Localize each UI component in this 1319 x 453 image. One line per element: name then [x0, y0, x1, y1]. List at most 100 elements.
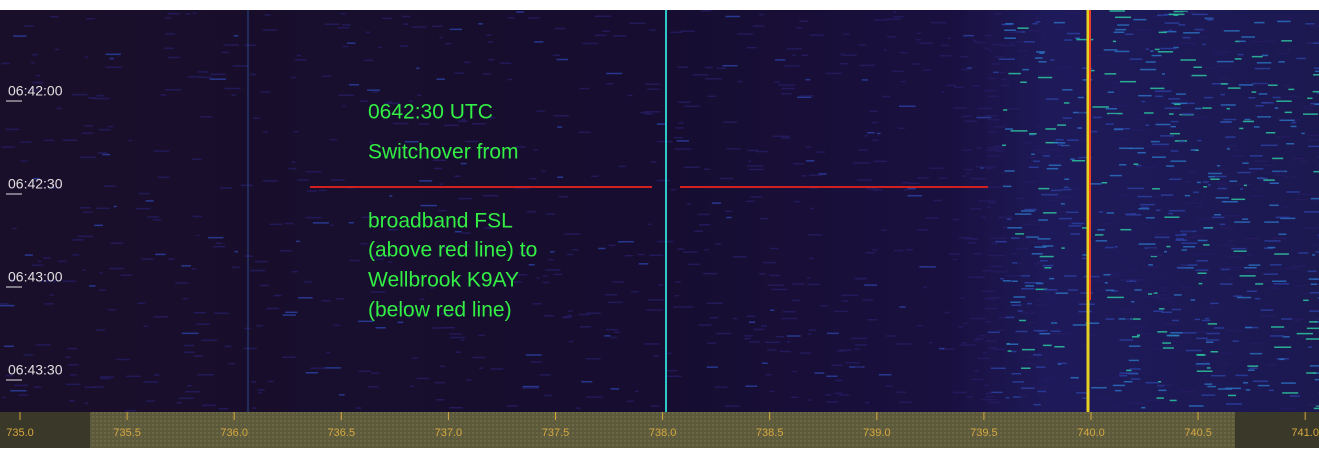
noise-streak — [874, 19, 888, 21]
noise-streak — [991, 237, 1007, 239]
noise-streak — [544, 395, 552, 397]
noise-streak — [1095, 234, 1103, 236]
noise-streak — [1136, 165, 1141, 167]
noise-streak — [960, 56, 968, 58]
noise-streak — [193, 13, 197, 15]
noise-streak — [1156, 298, 1173, 300]
noise-streak — [557, 126, 562, 128]
noise-streak — [111, 242, 123, 244]
noise-streak — [675, 127, 683, 129]
noise-streak — [491, 368, 504, 370]
noise-streak — [1224, 30, 1240, 32]
noise-streak — [1296, 199, 1307, 201]
noise-streak — [945, 312, 950, 314]
noise-streak — [775, 59, 785, 61]
noise-streak — [1015, 331, 1027, 333]
noise-streak — [678, 122, 683, 124]
noise-streak — [977, 358, 990, 360]
noise-streak — [991, 266, 1003, 268]
noise-streak — [553, 274, 562, 276]
noise-streak — [1131, 301, 1134, 303]
noise-streak — [1298, 252, 1308, 254]
noise-streak — [1006, 275, 1022, 277]
noise-streak — [1006, 317, 1015, 319]
noise-streak — [412, 26, 427, 28]
noise-streak — [10, 390, 26, 392]
noise-streak — [1217, 165, 1220, 167]
frequency-label: 741.0 — [1291, 427, 1319, 439]
noise-streak — [959, 237, 972, 239]
noise-streak — [834, 311, 849, 313]
noise-streak — [1022, 69, 1029, 71]
noise-streak — [251, 381, 256, 383]
noise-streak — [810, 34, 824, 36]
noise-streak — [185, 13, 190, 15]
noise-streak — [126, 410, 137, 412]
noise-streak — [989, 50, 992, 52]
noise-streak — [483, 73, 492, 75]
noise-streak — [330, 139, 337, 141]
noise-streak — [1029, 221, 1036, 223]
noise-streak — [305, 171, 321, 173]
noise-streak — [983, 352, 987, 354]
page: 06:42:0006:42:3006:43:0006:43:30735.0735… — [0, 0, 1319, 448]
noise-streak — [1106, 123, 1114, 125]
noise-streak — [984, 47, 988, 49]
noise-streak — [562, 317, 571, 319]
noise-streak — [1155, 49, 1160, 51]
noise-streak — [1193, 192, 1199, 194]
noise-streak — [683, 167, 699, 169]
noise-streak — [826, 73, 843, 75]
noise-streak — [964, 120, 977, 122]
noise-streak — [917, 229, 928, 231]
noise-streak — [1294, 320, 1299, 322]
noise-streak — [1036, 283, 1044, 285]
noise-streak — [1253, 189, 1258, 191]
noise-streak — [479, 367, 483, 369]
noise-streak — [1257, 116, 1271, 118]
noise-streak — [368, 386, 379, 388]
noise-streak — [1205, 307, 1216, 309]
noise-streak — [86, 18, 95, 20]
noise-streak — [1068, 197, 1076, 199]
noise-streak — [225, 346, 232, 348]
noise-streak — [1159, 308, 1164, 310]
noise-streak — [36, 75, 40, 77]
noise-streak — [1281, 40, 1292, 42]
noise-streak — [1135, 30, 1151, 32]
noise-streak — [1102, 127, 1105, 129]
noise-streak — [733, 256, 747, 258]
noise-streak — [1152, 156, 1166, 158]
noise-streak — [989, 131, 997, 133]
noise-streak — [1245, 271, 1258, 273]
noise-streak — [826, 401, 838, 403]
noise-streak — [1255, 283, 1263, 285]
noise-streak — [1103, 274, 1110, 276]
noise-streak — [1046, 98, 1058, 100]
noise-streak — [1195, 108, 1201, 110]
noise-streak — [1305, 23, 1314, 25]
noise-streak — [953, 259, 957, 261]
noise-streak — [245, 255, 253, 256]
noise-streak — [657, 123, 665, 125]
noise-streak — [1313, 201, 1317, 203]
noise-streak — [1182, 37, 1190, 39]
noise-streak — [649, 254, 663, 256]
noise-streak — [917, 33, 921, 35]
noise-streak — [1263, 280, 1268, 282]
noise-streak — [1004, 37, 1016, 39]
noise-streak — [1064, 275, 1077, 277]
noise-streak — [1250, 195, 1263, 197]
noise-streak — [1036, 51, 1045, 53]
noise-streak — [1140, 69, 1156, 71]
noise-streak — [1110, 81, 1119, 83]
noise-streak — [1078, 111, 1085, 113]
noise-streak — [1134, 289, 1141, 291]
noise-streak — [1214, 48, 1218, 50]
noise-streak — [1183, 12, 1197, 14]
noise-streak — [85, 56, 89, 58]
noise-streak — [128, 140, 131, 142]
noise-streak — [1182, 307, 1186, 309]
noise-streak — [751, 196, 763, 198]
noise-streak — [1129, 345, 1141, 347]
